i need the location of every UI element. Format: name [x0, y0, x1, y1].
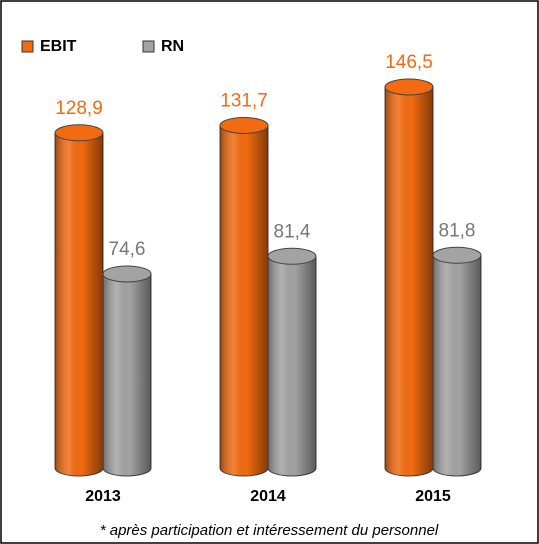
footnote: * après participation et intéressement d…: [100, 522, 439, 539]
bar-shade: [103, 273, 151, 476]
bar-shade: [433, 255, 481, 476]
bar-top: [102, 265, 152, 283]
x-tick-label: 2015: [415, 488, 451, 505]
value-label: 81,8: [439, 220, 476, 241]
x-tick-label: 2014: [250, 488, 286, 505]
bar-shade: [385, 87, 433, 476]
bar-top: [432, 246, 482, 264]
legend-label: RN: [161, 38, 184, 55]
value-label: 131,7: [220, 91, 268, 112]
bar-shade: [268, 256, 316, 476]
bar-top: [384, 78, 434, 96]
legend-label: EBIT: [40, 38, 77, 55]
bar-top: [219, 116, 269, 134]
bar-top: [267, 247, 317, 265]
x-tick-label: 2013: [85, 488, 121, 505]
value-label: 81,4: [274, 221, 311, 242]
value-label: 146,5: [385, 52, 433, 73]
bar-shade: [220, 125, 268, 476]
bar-top: [54, 124, 104, 142]
legend-swatch: [21, 40, 34, 53]
value-label: 128,9: [55, 98, 103, 119]
legend-swatch: [142, 40, 155, 53]
value-label: 74,6: [109, 239, 146, 260]
bar-shade: [55, 132, 103, 476]
